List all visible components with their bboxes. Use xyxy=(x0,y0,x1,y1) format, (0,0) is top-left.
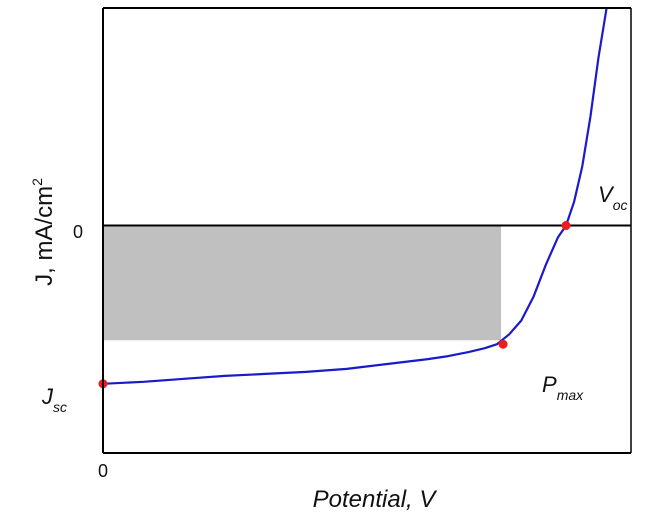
jsc-label-sub: sc xyxy=(53,399,67,415)
axes-frame xyxy=(102,7,632,454)
voc-point xyxy=(561,221,571,231)
plot-area xyxy=(98,7,631,389)
pmax-label-main: P xyxy=(542,372,557,397)
labels: 0 0 Potential, V J, mA/cm2 Voc Pmax Jsc xyxy=(29,178,627,513)
max-power-rectangle xyxy=(103,225,502,341)
y-axis-title: J, mA/cm2 xyxy=(29,178,58,286)
voc-label: Voc xyxy=(598,182,627,213)
y-axis-title-superscript: 2 xyxy=(29,178,45,186)
pmax-label: Pmax xyxy=(542,372,584,403)
jsc-label-main: J xyxy=(41,384,54,409)
jsc-label: Jsc xyxy=(41,384,67,415)
jv-curve-0 xyxy=(102,7,608,385)
x-axis-title: Potential, V xyxy=(313,486,438,513)
pmax-point xyxy=(498,339,508,349)
pmax-label-sub: max xyxy=(557,387,584,403)
y-tick-zero: 0 xyxy=(73,222,83,242)
voc-label-sub: oc xyxy=(613,197,628,213)
x-tick-zero: 0 xyxy=(98,461,108,481)
y-axis-title-main: J, mA/cm xyxy=(31,186,58,286)
voc-label-main: V xyxy=(598,182,615,207)
